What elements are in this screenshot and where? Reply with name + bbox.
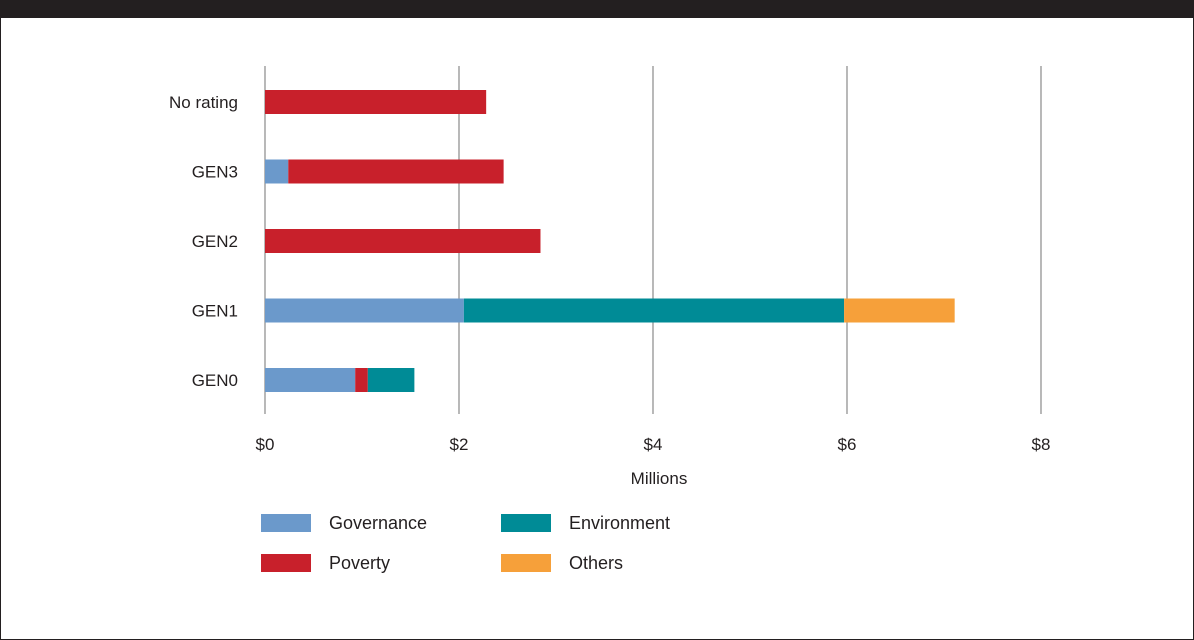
legend-label: Poverty — [329, 553, 391, 573]
bar-segment-governance — [265, 159, 289, 184]
x-axis-title: Millions — [631, 469, 688, 488]
legend-swatch — [261, 514, 311, 532]
bar-segment-environment — [367, 368, 415, 392]
bar-segment-poverty — [355, 368, 368, 392]
category-label: No rating — [169, 93, 238, 112]
legend-swatch — [261, 554, 311, 572]
legend-label: Others — [569, 553, 624, 573]
bar-segment-poverty — [288, 159, 504, 184]
legend-label: Environment — [569, 513, 671, 533]
bar-segment-governance — [265, 298, 464, 323]
category-label: GEN2 — [192, 232, 238, 251]
x-tick-label: $4 — [644, 435, 663, 454]
legend: Governance Environment Poverty Others — [261, 512, 821, 582]
bar-segment-environment — [463, 298, 845, 323]
x-tick-label: $6 — [838, 435, 857, 454]
top-bar — [1, 0, 1194, 18]
bar-segment-poverty — [265, 90, 487, 114]
x-tick-labels: $0 $2 $4 $6 $8 — [256, 435, 1051, 454]
category-label: GEN1 — [192, 302, 238, 321]
category-label: GEN3 — [192, 163, 238, 182]
legend-label: Governance — [329, 513, 428, 533]
legend-swatch — [501, 514, 551, 532]
bar-segment-poverty — [265, 229, 541, 253]
x-tick-label: $0 — [256, 435, 275, 454]
legend-swatch — [501, 554, 551, 572]
category-label: GEN0 — [192, 371, 238, 390]
x-tick-label: $2 — [450, 435, 469, 454]
category-labels: No rating GEN3 GEN2 GEN1 GEN0 — [169, 93, 238, 390]
bar-segment-others — [844, 298, 955, 323]
x-tick-label: $8 — [1032, 435, 1051, 454]
bars — [265, 90, 955, 392]
bar-segment-governance — [265, 368, 356, 392]
